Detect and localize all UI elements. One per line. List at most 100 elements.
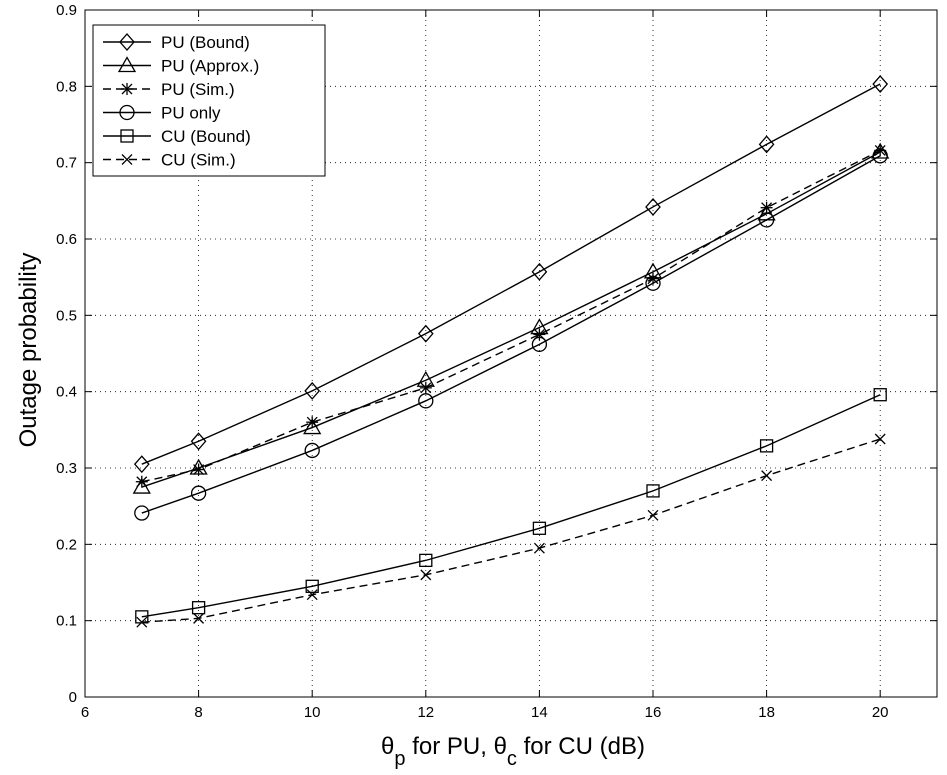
series-line (141, 83, 881, 465)
x-tick-label: 16 (645, 704, 662, 721)
y-tick-label: 0.8 (56, 78, 77, 95)
series-line (141, 149, 881, 483)
legend-label: PU (Bound) (161, 33, 250, 52)
marker-x-stroke (121, 154, 133, 165)
marker-x (193, 612, 205, 624)
y-tick-label: 0.5 (56, 307, 77, 324)
marker-diamond (119, 33, 135, 51)
y-tick-label: 0.1 (56, 613, 77, 630)
x-tick-label: 8 (194, 704, 202, 721)
marker-x (306, 589, 318, 601)
marker-circle (645, 275, 661, 291)
marker-square (532, 521, 547, 535)
legend-item: PU (Approx.) (103, 56, 259, 76)
grid (85, 10, 937, 697)
marker-asterisk (306, 416, 319, 429)
legend-label: PU only (161, 104, 221, 123)
series-line (141, 394, 881, 618)
marker-square (120, 129, 134, 143)
y-tick-label: 0.3 (56, 460, 77, 477)
legend-item: CU (Bound) (103, 127, 251, 146)
series-line (141, 438, 881, 623)
marker-diamond (133, 455, 150, 474)
y-tick-label: 0.6 (56, 231, 77, 248)
marker-x (420, 569, 432, 581)
legend-label: PU (Approx.) (161, 57, 259, 76)
y-tick-label: 0.7 (56, 155, 77, 172)
marker-x-stroke (647, 509, 659, 521)
marker-diamond (758, 135, 775, 154)
series-line (141, 151, 881, 488)
legend-box (92, 24, 326, 177)
y-tick-label: 0.9 (56, 2, 77, 19)
axis-ticks: 6 8 10 12 14 16 18 20 0 0.1 0.2 0.3 0.4 0.5 0.6 0.7 0.8 0… (56, 2, 937, 721)
marker-diamond (304, 381, 321, 400)
marker-asterisk-stroke (193, 464, 205, 475)
marker-diamond (872, 75, 889, 94)
y-axis-title: Outage probability (15, 253, 42, 448)
marker-asterisk (135, 475, 148, 488)
marker-asterisk-stroke (761, 202, 773, 214)
marker-diamond (531, 262, 548, 281)
marker-circle (134, 505, 150, 521)
x-tick-label: 14 (531, 704, 548, 721)
marker-x (136, 616, 148, 628)
marker-x-stroke (420, 569, 432, 581)
marker-x-stroke (761, 470, 773, 482)
legend-item: PU (Bound) (103, 33, 250, 52)
marker-circle (872, 148, 888, 164)
x-tick-label: 12 (417, 704, 434, 721)
legend-label: CU (Sim.) (161, 151, 236, 170)
marker-asterisk-stroke (647, 273, 659, 285)
y-tick-label: 0.4 (56, 384, 77, 401)
marker-asterisk-stroke (874, 144, 886, 156)
x-tick-label: 18 (758, 704, 775, 721)
series-6 (136, 433, 886, 628)
marker-x-stroke (306, 589, 318, 601)
y-tick-label: 0.2 (56, 536, 77, 553)
marker-x-stroke (136, 616, 148, 628)
marker-square (191, 601, 206, 615)
series-3 (135, 144, 887, 488)
marker-asterisk (760, 201, 773, 214)
marker-triangle (117, 56, 137, 73)
marker-asterisk-stroke (306, 416, 318, 428)
legend-label: CU (Bound) (161, 127, 251, 146)
x-axis-label-mid: for PU, (406, 733, 494, 760)
series-layer (132, 75, 890, 628)
x-axis-subscript-p: p (394, 748, 405, 770)
marker-x (121, 154, 133, 165)
marker-square (873, 388, 887, 402)
marker-x-stroke (193, 612, 205, 624)
marker-x-stroke (874, 433, 886, 445)
marker-circle (531, 336, 548, 352)
marker-diamond (190, 432, 207, 451)
x-axis-title: θp for PU, θc for CU (dB) (381, 733, 645, 770)
x-tick-label: 6 (81, 704, 89, 721)
marker-circle (418, 393, 434, 409)
marker-x-stroke (533, 542, 545, 554)
x-axis-theta-p: θ (381, 733, 394, 760)
marker-x (761, 470, 773, 482)
marker-circle (304, 442, 320, 459)
series-line (141, 155, 881, 514)
x-axis-theta-c: θ (494, 733, 507, 760)
x-tick-label: 20 (872, 704, 889, 721)
marker-circle (758, 212, 775, 228)
x-axis-label-tail: for CU (dB) (517, 733, 645, 760)
marker-circle (119, 104, 135, 121)
marker-square (419, 553, 433, 568)
marker-asterisk-stroke (121, 83, 133, 95)
series-2 (132, 142, 890, 494)
marker-asterisk-stroke (136, 476, 148, 488)
marker-diamond (417, 324, 434, 343)
series-1 (133, 75, 889, 474)
marker-x (533, 542, 545, 554)
legend-label: PU (Sim.) (161, 80, 235, 99)
marker-square (305, 579, 319, 593)
marker-square (646, 484, 660, 498)
marker-asterisk (192, 463, 205, 476)
legend: PU (Bound) PU (Approx.) PU (Sim.) PU only CU… (92, 24, 326, 177)
marker-diamond (645, 197, 661, 216)
